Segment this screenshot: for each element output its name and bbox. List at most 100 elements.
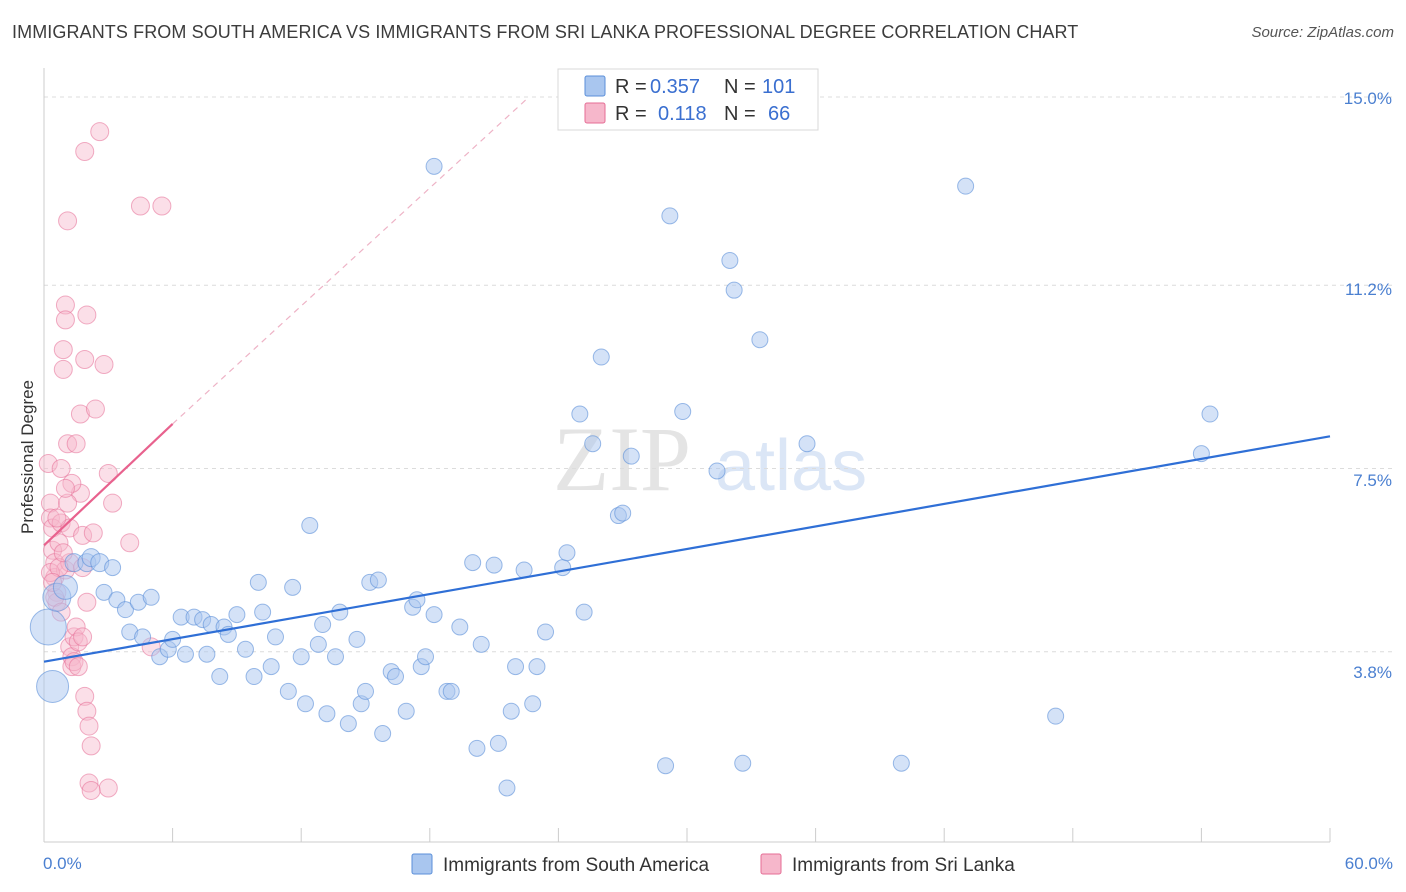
series-south-america-points [29,157,1219,797]
watermark-zip: ZIP [553,408,691,510]
sri-lanka-point [58,493,78,513]
x-tick-label-max: 60.0% [1345,854,1393,873]
south-america-point [661,207,679,225]
chart-title: IMMIGRANTS FROM SOUTH AMERICA VS IMMIGRA… [12,22,1079,42]
south-america-point [489,734,507,752]
south-america-point [558,544,576,562]
legend-r-label: R = [615,103,647,125]
legend-n-value-south-america: 101 [762,76,795,98]
south-america-point [314,616,332,634]
south-america-point [245,668,263,686]
south-america-point [284,578,302,596]
south-america-point [425,606,443,624]
south-america-point [262,658,280,676]
sri-lanka-point [152,196,172,216]
sri-lanka-point [98,463,118,483]
sri-lanka-point [38,454,58,474]
south-america-point [892,754,910,772]
sri-lanka-point [75,686,95,706]
sri-lanka-point [70,404,90,424]
legend-swatch-sri-lanka [584,102,606,124]
south-america-point [198,645,216,663]
south-america-point [485,556,503,574]
south-america-point [584,435,602,453]
legend-box: R = 0.357 N = 101 R = 0.118 N = 66 [557,68,819,131]
sri-lanka-point [77,305,97,325]
south-america-point [451,618,469,636]
south-america-point [348,630,366,648]
south-america-point [442,682,460,700]
south-america-point [29,608,67,646]
south-america-point [575,603,593,621]
sri-lanka-point [66,617,86,637]
sri-lanka-point [55,478,75,498]
y-tick-label: 7.5% [1353,471,1392,490]
south-america-point [554,559,572,577]
south-america-point [507,658,525,676]
south-america-point [249,573,267,591]
south-america-point [708,462,726,480]
legend-n-label: N = [724,103,756,125]
sri-lanka-point [90,122,110,142]
legend-r-value-south-america: 0.357 [650,76,700,98]
sri-lanka-point [53,340,73,360]
sri-lanka-point [77,592,97,612]
sri-lanka-point [55,295,75,315]
south-america-point [674,403,692,421]
sri-lanka-point [77,701,97,721]
south-america-point [266,628,284,646]
sri-lanka-point [58,211,78,231]
sri-lanka-point [75,350,95,370]
south-america-point [468,739,486,757]
sri-lanka-point [94,354,114,374]
south-america-point [1047,707,1065,725]
bottom-legend-swatch-sri-lanka [760,853,782,875]
sri-lanka-point [53,359,73,379]
south-america-point [116,601,134,619]
gridlines [44,96,1392,653]
legend-swatch-south-america [584,75,606,97]
legend-r-label: R = [615,76,647,98]
south-america-point [142,588,160,606]
watermark-atlas: atlas [715,426,867,506]
south-america-point [292,648,310,666]
south-america-point [751,331,769,349]
bottom-legend-label-sri-lanka: Immigrants from Sri Lanka [792,855,1015,876]
y-axis-title: Professional Degree [18,380,37,534]
south-america-point [176,645,194,663]
sri-lanka-point [83,523,103,543]
south-america-point [301,516,319,534]
south-america-point [397,702,415,720]
south-america-point [279,682,297,700]
south-america-point [592,348,610,366]
south-america-point [798,435,816,453]
sri-lanka-point [47,508,67,528]
south-america-point [52,574,78,600]
sri-lanka-trend-line [43,423,174,547]
south-america-point [228,606,246,624]
sri-lanka-point [120,533,140,553]
axes [43,68,1331,843]
south-america-point [472,635,490,653]
south-america-point [614,504,632,522]
legend-n-label: N = [724,76,756,98]
south-america-point [725,281,743,299]
sri-lanka-trend-extension [172,99,527,425]
sri-lanka-point [49,533,69,553]
sri-lanka-point [73,627,93,647]
south-america-point [236,640,254,658]
south-america-point [95,583,113,601]
south-america-point [498,779,516,797]
sri-lanka-point [55,310,75,330]
y-tick-label: 3.8% [1353,663,1392,682]
legend-r-value-sri-lanka: 0.118 [658,103,707,125]
south-america-point [369,571,387,589]
sri-lanka-point [130,196,150,216]
sri-lanka-point [51,459,71,478]
bottom-legend-label-south-america: Immigrants from South America [443,855,710,876]
south-america-point [104,559,122,577]
y-tick-label: 15.0% [1344,89,1392,108]
sri-lanka-point [103,493,123,513]
south-america-point [734,754,752,772]
